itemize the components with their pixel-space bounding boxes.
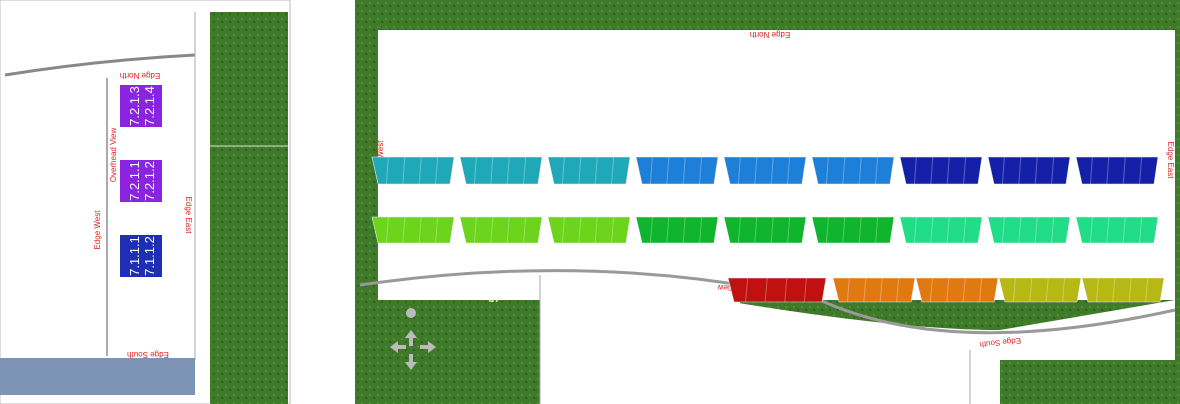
solar-array [460,217,542,243]
solar-array [812,217,894,243]
solar-array [724,217,806,243]
edge-label: Edge West [93,210,102,250]
edge-label: Edge North [750,30,790,39]
table-label: 7.2.1.1 [127,161,142,201]
table-label: 7.1.1.2 [142,236,157,276]
grass [210,12,288,404]
solar-array [988,217,1070,243]
solar-array [833,278,915,302]
screenshot: Edge North Edge South Edge East Edge Wes… [0,0,1180,404]
edge-label: Edge North [120,71,160,80]
solar-array [900,157,982,184]
edge-label: Edge South [127,350,169,359]
solar-array [988,157,1070,184]
solar-array [1076,157,1158,184]
solar-array [724,157,806,184]
solar-array [460,157,542,184]
right-view: Edge North Edge South Edge East Edge Wes… [355,0,1180,404]
solar-array [548,157,630,184]
solar-array [372,217,454,243]
table-label: 7.2.1.2 [142,161,157,201]
solar-array [916,278,998,302]
site-area [540,275,740,335]
solar-array [900,217,982,243]
solar-array [999,278,1081,302]
edge-label: Edge East [184,197,193,235]
building-edge [0,358,195,395]
solar-array [372,157,454,184]
solar-array [636,157,718,184]
solar-array [1076,217,1158,243]
solar-array [548,217,630,243]
solar-array [636,217,718,243]
table-label: 7.2.1.4 [142,86,157,126]
distance-label: 50.0 [486,277,501,302]
solar-array [728,278,826,302]
solar-array [812,157,894,184]
table-label: 7.1.1.1 [127,236,142,276]
edge-label: Edge East [1166,142,1175,180]
view-label: Overhead View [109,128,118,183]
solar-array [1082,278,1164,302]
table-label: 7.2.1.3 [127,86,142,126]
